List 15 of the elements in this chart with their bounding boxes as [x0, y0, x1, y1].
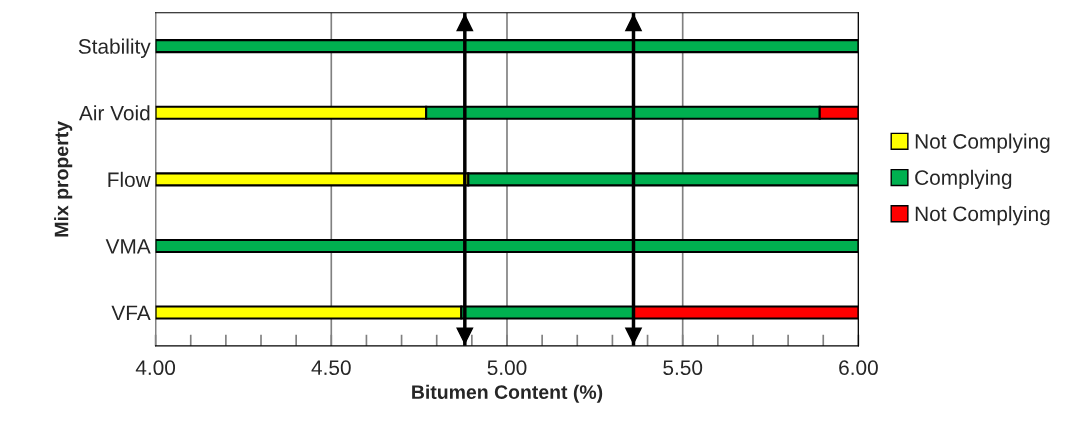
- y-tick-label: VMA: [105, 239, 151, 254]
- x-tick-label: 5.50: [663, 360, 703, 376]
- y-tick-label: Air Void: [78, 105, 150, 121]
- legend-label: Not Complying: [915, 133, 1050, 153]
- x-tick-label: 6.00: [839, 360, 878, 376]
- x-tick-label: 5.00: [487, 360, 527, 376]
- x-tick-label: 4.50: [311, 360, 351, 376]
- x-tick-label: 4.00: [135, 360, 176, 376]
- y-axis-title: Mix property: [54, 121, 73, 237]
- legend-label: Complying: [915, 169, 1012, 190]
- y-tick-label: Flow: [108, 171, 151, 188]
- y-tick-label: VFA: [111, 305, 151, 321]
- legend-label: Not Complying: [915, 205, 1050, 226]
- x-axis-title: Bitumen Content (%): [412, 384, 603, 403]
- y-tick-label: Stability: [78, 38, 151, 58]
